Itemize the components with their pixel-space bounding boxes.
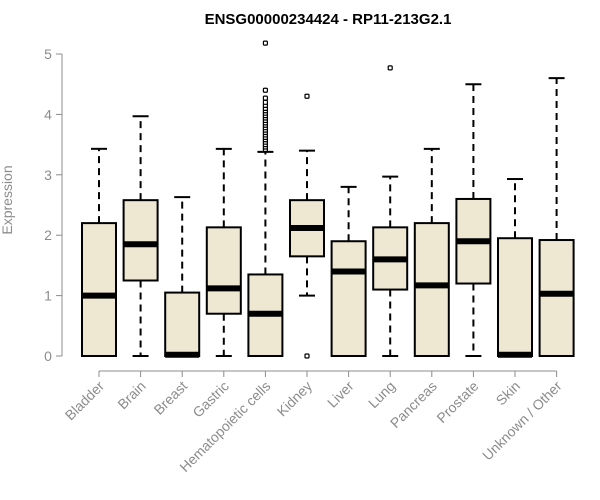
box-brain: [122, 115, 159, 357]
box-hematopoietic-cells: [247, 40, 284, 357]
y-tick-label: 5: [44, 46, 52, 62]
y-tick-label: 3: [44, 167, 52, 183]
box-gastric: [205, 147, 242, 357]
outlier-point: [262, 99, 268, 105]
x-tick-label: Bladder: [62, 378, 108, 424]
iqr-box: [164, 291, 201, 357]
iqr-box: [330, 240, 367, 358]
box-liver: [330, 185, 367, 358]
y-tick-label: 0: [44, 348, 52, 364]
x-tick-label: Lung: [365, 378, 398, 411]
y-axis: 0 1 2 3 4 5: [44, 46, 63, 364]
iqr-box: [81, 222, 117, 357]
y-tick-label: 1: [44, 288, 52, 304]
x-tick-label: Unknown / Other: [479, 378, 565, 464]
box-unknown-other: [538, 77, 575, 357]
x-tick-label: Prostate: [433, 378, 481, 426]
outlier-point: [304, 93, 310, 99]
x-tick-label: Skin: [493, 378, 524, 409]
x-tick-label: Liver: [324, 378, 357, 411]
box-lung: [372, 65, 409, 357]
chart-title: ENSG00000234424 - RP11-213G2.1: [205, 11, 452, 28]
box-bladder: [81, 147, 117, 357]
iqr-box: [413, 222, 450, 357]
iqr-box: [497, 237, 533, 357]
box-skin: [497, 178, 533, 358]
outlier-point: [262, 95, 268, 101]
boxes: [81, 40, 575, 359]
box-prostate: [455, 83, 492, 357]
box-pancreas: [413, 147, 450, 357]
iqr-box: [122, 199, 159, 282]
box-kidney: [289, 93, 325, 359]
x-tick-label: Brain: [114, 378, 148, 412]
y-tick-label: 4: [44, 106, 52, 122]
outlier-point: [304, 353, 310, 359]
y-axis-label: Expression: [0, 165, 15, 234]
iqr-box: [538, 239, 575, 357]
iqr-box: [205, 226, 242, 315]
x-tick-label: Breast: [150, 378, 190, 418]
x-tick-label: Kidney: [274, 378, 316, 420]
box-breast: [164, 196, 201, 358]
y-tick-label: 2: [44, 227, 52, 243]
outlier-point: [387, 65, 393, 71]
outlier-point: [262, 87, 268, 93]
outlier-point: [262, 40, 268, 46]
